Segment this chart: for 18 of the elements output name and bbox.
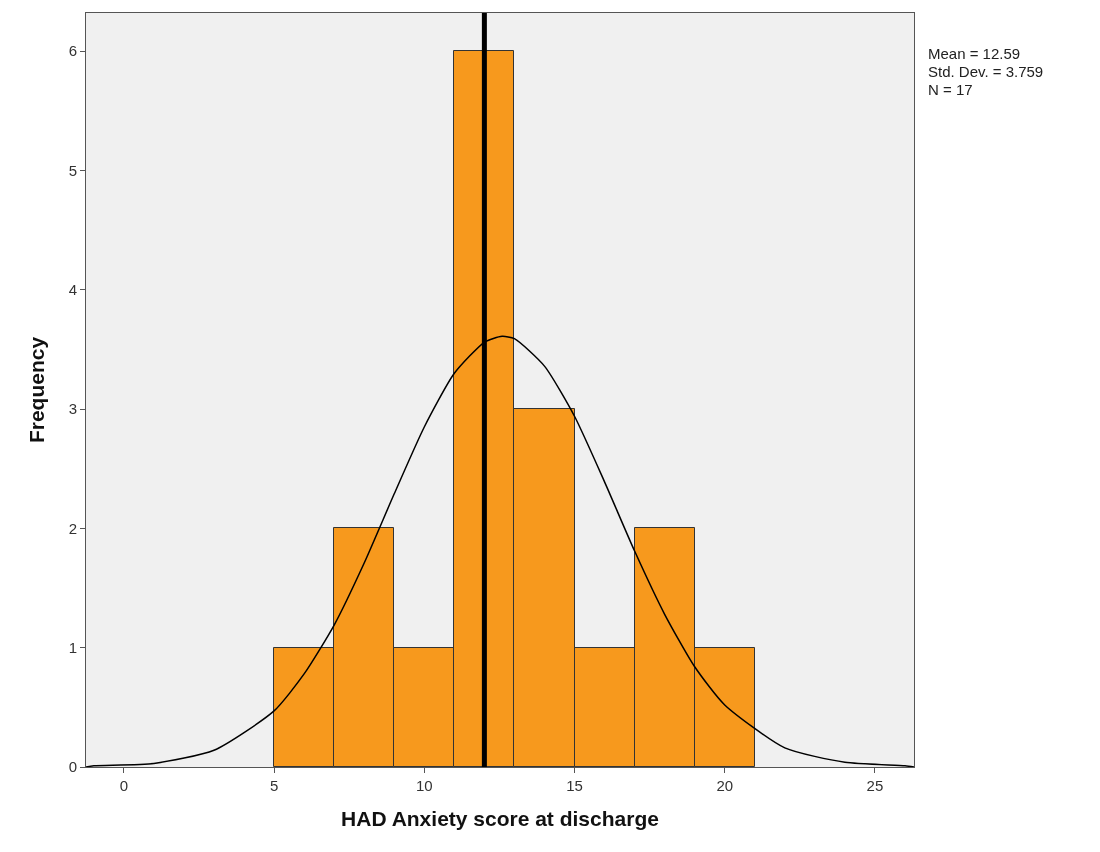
y-tick-label: 6 [68, 42, 77, 60]
text: Std. Dev. = 3.759 [928, 63, 1044, 80]
text: Mean = 12.59 [928, 45, 1021, 62]
x-tick-label: 20 [716, 777, 734, 794]
y-tick-label: 5 [68, 161, 77, 179]
x-tick-label: 10 [415, 777, 433, 794]
y-tick-label: 1 [68, 638, 77, 656]
text: N = 17 [928, 81, 973, 98]
y-tick-label: 4 [68, 281, 77, 299]
x-axis-title: HAD Anxiety score at discharge [341, 807, 659, 831]
y-axis-title: Frequency [24, 336, 48, 444]
y-tick-label: 0 [68, 758, 77, 776]
y-tick-label: 2 [68, 519, 77, 537]
x-tick-label: 25 [866, 777, 884, 794]
x-tick-label: 5 [269, 777, 279, 794]
y-tick-label: 3 [68, 400, 77, 418]
x-tick-label: 15 [566, 777, 583, 794]
x-tick-label: 0 [119, 777, 129, 794]
